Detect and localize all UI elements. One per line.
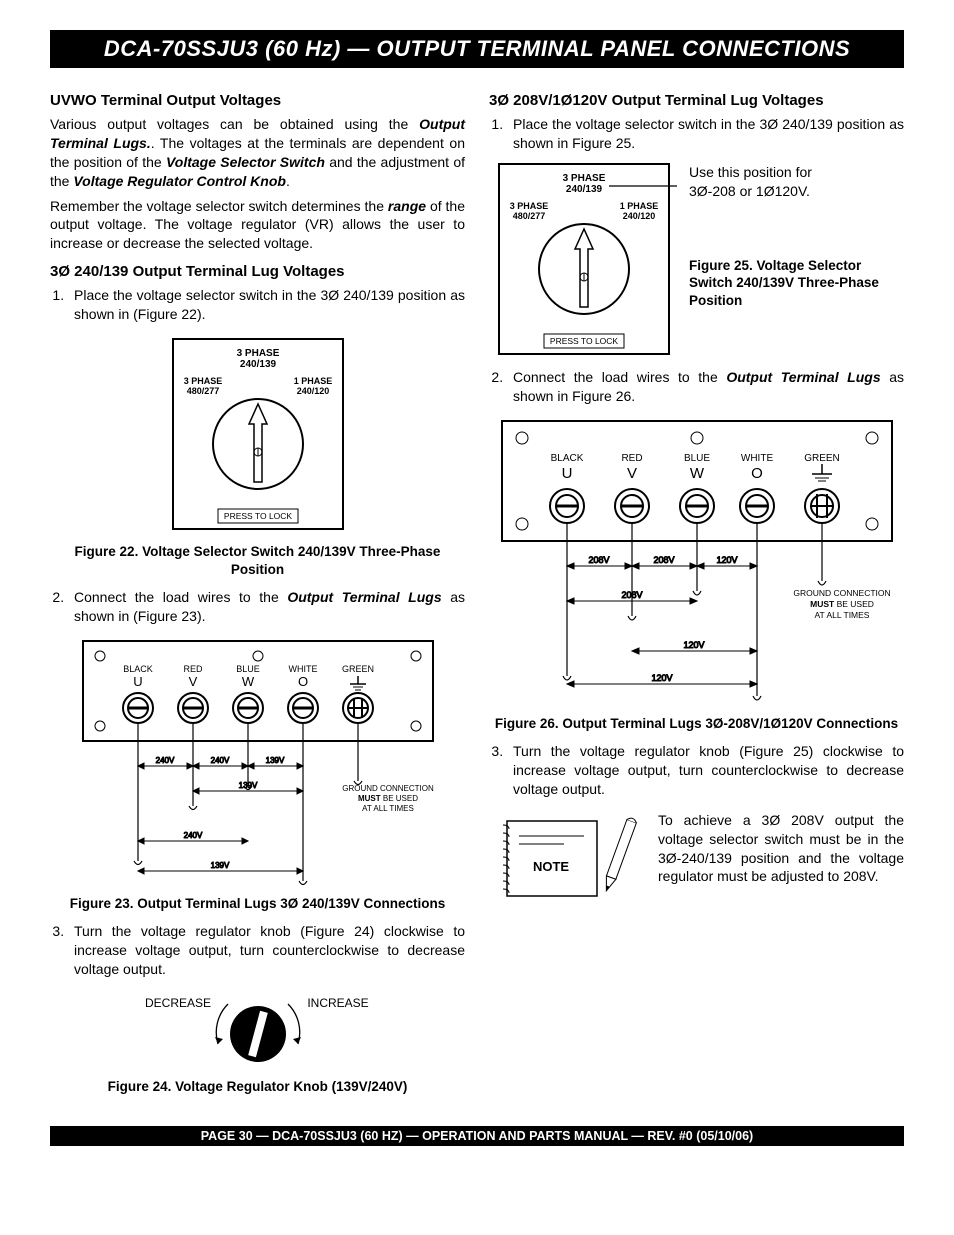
svg-text:PRESS TO LOCK: PRESS TO LOCK bbox=[550, 336, 619, 346]
svg-text:BLACK: BLACK bbox=[550, 453, 583, 464]
caption-23: Figure 23. Output Terminal Lugs 3Ø 240/1… bbox=[50, 895, 465, 913]
svg-text:3 PHASE: 3 PHASE bbox=[183, 376, 222, 386]
figure-25: 3 PHASE 240/139 3 PHASE 480/277 1 PHASE … bbox=[489, 159, 679, 362]
step-1: Place the voltage selector switch in the… bbox=[68, 286, 465, 324]
figure-22: 3 PHASE 240/139 3 PHASE 480/277 1 PHASE … bbox=[50, 334, 465, 537]
svg-text:139V: 139V bbox=[265, 756, 284, 765]
caption-24: Figure 24. Voltage Regulator Knob (139V/… bbox=[50, 1078, 465, 1096]
svg-text:U: U bbox=[561, 465, 572, 482]
svg-text:INCREASE: INCREASE bbox=[307, 996, 368, 1010]
step-r3: Turn the voltage regulator knob (Figure … bbox=[507, 742, 904, 799]
left-column: UVWO Terminal Output Voltages Various ou… bbox=[50, 82, 465, 1106]
caption-26: Figure 26. Output Terminal Lugs 3Ø-208V/… bbox=[489, 715, 904, 733]
figure-24: DECREASE INCREASE bbox=[50, 989, 465, 1072]
steps-240-139: Place the voltage selector switch in the… bbox=[68, 286, 465, 324]
svg-text:AT ALL TIMES: AT ALL TIMES bbox=[362, 804, 414, 813]
svg-text:480/277: 480/277 bbox=[186, 386, 219, 396]
svg-text:120V: 120V bbox=[716, 555, 737, 565]
svg-text:BLUE: BLUE bbox=[236, 664, 260, 674]
svg-text:1 PHASE: 1 PHASE bbox=[620, 201, 659, 211]
para-output-lugs: Various output voltages can be obtained … bbox=[50, 115, 465, 191]
svg-text:120V: 120V bbox=[651, 673, 672, 683]
svg-text:RED: RED bbox=[621, 453, 642, 464]
steps-240-139-c: Turn the voltage regulator knob (Figure … bbox=[68, 922, 465, 979]
note-icon: NOTE bbox=[489, 811, 644, 906]
note-text: To achieve a 3Ø 208V output the voltage … bbox=[658, 811, 904, 887]
step-3: Turn the voltage regulator knob (Figure … bbox=[68, 922, 465, 979]
figure-26: BLACK RED BLUE WHITE GREEN U V W O bbox=[489, 416, 904, 709]
svg-text:BLACK: BLACK bbox=[123, 664, 153, 674]
svg-text:W: W bbox=[241, 674, 254, 689]
svg-text:MUST BE USED: MUST BE USED bbox=[357, 794, 417, 803]
svg-text:240V: 240V bbox=[155, 756, 174, 765]
steps-240-139-b: Connect the load wires to the Output Ter… bbox=[68, 588, 465, 626]
svg-text:O: O bbox=[297, 674, 307, 689]
svg-text:1 PHASE: 1 PHASE bbox=[293, 376, 332, 386]
steps-208-120-c: Turn the voltage regulator knob (Figure … bbox=[507, 742, 904, 799]
svg-text:RED: RED bbox=[183, 664, 203, 674]
right-column: 3Ø 208V/1Ø120V Output Terminal Lug Volta… bbox=[489, 82, 904, 1106]
figure-25-callout: Use this position for 3Ø-208 or 1Ø120V. … bbox=[689, 163, 904, 319]
svg-text:240/120: 240/120 bbox=[296, 386, 329, 396]
svg-text:U: U bbox=[133, 674, 142, 689]
svg-text:240V: 240V bbox=[183, 831, 202, 840]
para-range: Remember the voltage selector switch det… bbox=[50, 197, 465, 254]
svg-text:240/120: 240/120 bbox=[623, 211, 656, 221]
steps-208-120-b: Connect the load wires to the Output Ter… bbox=[507, 368, 904, 406]
svg-text:240V: 240V bbox=[210, 756, 229, 765]
figure-23: BLACK RED BLUE WHITE GREEN U V W O bbox=[50, 636, 465, 889]
heading-208-120: 3Ø 208V/1Ø120V Output Terminal Lug Volta… bbox=[489, 92, 904, 109]
svg-text:139V: 139V bbox=[238, 781, 257, 790]
svg-text:480/277: 480/277 bbox=[513, 211, 546, 221]
step-r2: Connect the load wires to the Output Ter… bbox=[507, 368, 904, 406]
svg-text:MUST BE USED: MUST BE USED bbox=[810, 599, 874, 609]
heading-240-139: 3Ø 240/139 Output Terminal Lug Voltages bbox=[50, 263, 465, 280]
svg-text:120V: 120V bbox=[683, 640, 704, 650]
caption-22: Figure 22. Voltage Selector Switch 240/1… bbox=[50, 543, 465, 578]
svg-text:V: V bbox=[188, 674, 197, 689]
caption-25: Figure 25. Voltage Selector Switch 240/1… bbox=[689, 257, 904, 310]
svg-text:DECREASE: DECREASE bbox=[144, 996, 210, 1010]
svg-text:208V: 208V bbox=[621, 590, 642, 600]
svg-text:GREEN: GREEN bbox=[804, 453, 840, 464]
svg-text:WHITE: WHITE bbox=[740, 453, 773, 464]
svg-text:AT ALL TIMES: AT ALL TIMES bbox=[814, 610, 869, 620]
svg-text:208V: 208V bbox=[653, 555, 674, 565]
svg-text:GROUND CONNECTION: GROUND CONNECTION bbox=[342, 784, 434, 793]
note-block: NOTE To achieve a 3Ø 208V output the vol… bbox=[489, 811, 904, 906]
figure-25-row: 3 PHASE 240/139 3 PHASE 480/277 1 PHASE … bbox=[489, 159, 904, 362]
page-footer: PAGE 30 — DCA-70SSJU3 (60 HZ) — OPERATIO… bbox=[50, 1126, 904, 1146]
svg-text:240/139: 240/139 bbox=[239, 359, 276, 370]
heading-uvwo: UVWO Terminal Output Voltages bbox=[50, 92, 465, 109]
svg-text:240/139: 240/139 bbox=[566, 184, 603, 195]
svg-text:WHITE: WHITE bbox=[288, 664, 317, 674]
content-columns: UVWO Terminal Output Voltages Various ou… bbox=[50, 82, 904, 1106]
page-title: DCA-70SSJU3 (60 Hz) — OUTPUT TERMINAL PA… bbox=[104, 36, 850, 61]
steps-208-120: Place the voltage selector switch in the… bbox=[507, 115, 904, 153]
svg-text:3 PHASE: 3 PHASE bbox=[563, 173, 606, 184]
svg-text:GREEN: GREEN bbox=[341, 664, 373, 674]
svg-text:3 PHASE: 3 PHASE bbox=[236, 348, 279, 359]
svg-text:208V: 208V bbox=[588, 555, 609, 565]
step-r1: Place the voltage selector switch in the… bbox=[507, 115, 904, 153]
page-title-bar: DCA-70SSJU3 (60 Hz) — OUTPUT TERMINAL PA… bbox=[50, 30, 904, 68]
svg-text:BLUE: BLUE bbox=[683, 453, 709, 464]
svg-text:139V: 139V bbox=[210, 861, 229, 870]
svg-text:PRESS TO LOCK: PRESS TO LOCK bbox=[223, 511, 292, 521]
svg-text:3 PHASE: 3 PHASE bbox=[510, 201, 549, 211]
svg-text:O: O bbox=[751, 465, 763, 482]
step-2: Connect the load wires to the Output Ter… bbox=[68, 588, 465, 626]
svg-text:GROUND CONNECTION: GROUND CONNECTION bbox=[793, 588, 890, 598]
svg-text:V: V bbox=[626, 465, 636, 482]
footer-text: PAGE 30 — DCA-70SSJU3 (60 HZ) — OPERATIO… bbox=[201, 1129, 753, 1143]
svg-text:W: W bbox=[689, 465, 704, 482]
svg-text:NOTE: NOTE bbox=[533, 859, 569, 874]
